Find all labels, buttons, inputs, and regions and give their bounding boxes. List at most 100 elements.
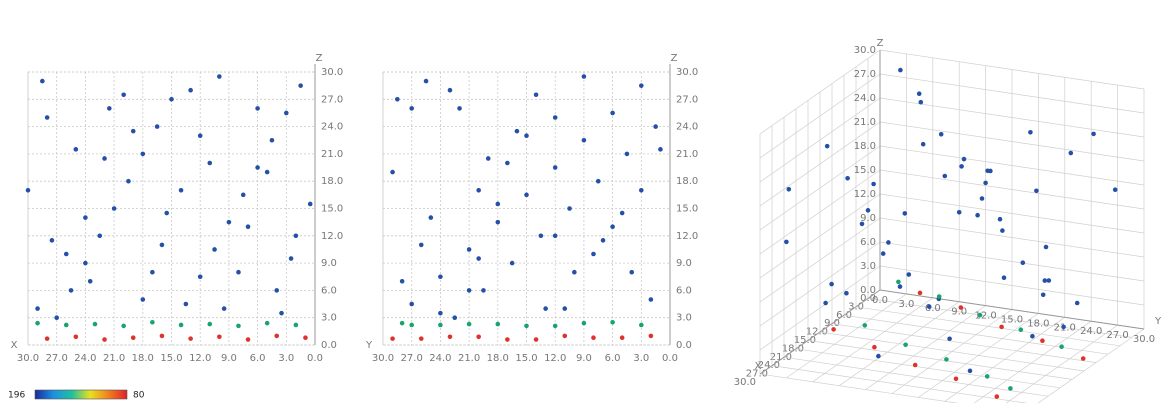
point-3d [912, 362, 918, 368]
point [481, 288, 486, 293]
point-3d [918, 99, 924, 105]
point [591, 335, 596, 341]
grid-line [879, 193, 1145, 234]
x-tick-label: 21.0 [458, 353, 480, 364]
point [207, 321, 213, 327]
z-tick-label: 24.0 [321, 122, 343, 133]
point-3d [916, 91, 922, 96]
x-tick-label: 18.0 [782, 343, 804, 354]
x-tick-label: 30.0 [734, 377, 756, 388]
point-3d [926, 304, 932, 309]
point-3d [1046, 278, 1052, 283]
point [595, 178, 601, 184]
axis-label: Z [877, 38, 884, 49]
point-3d [1040, 292, 1046, 298]
point-3d [1028, 130, 1033, 135]
point-3d [1018, 327, 1024, 333]
z-tick-label: 15.0 [676, 204, 698, 215]
point [288, 256, 294, 261]
z-tick-label: 3.0 [860, 261, 876, 272]
x-tick-label: 0.0 [307, 353, 323, 364]
point [87, 279, 93, 284]
point-3d [938, 132, 944, 137]
point-3d [824, 143, 830, 149]
point [485, 156, 491, 161]
point [73, 334, 79, 340]
point-3d [1020, 260, 1026, 266]
grid-line [918, 313, 1039, 398]
y-tick-label: 9.0 [951, 307, 967, 318]
y-tick-label: 0.0 [872, 295, 888, 306]
point [83, 215, 88, 220]
point [279, 310, 284, 316]
axis-label: X [11, 340, 18, 351]
point [159, 333, 165, 339]
point [264, 320, 270, 326]
z-tick-label: 24.0 [854, 93, 876, 104]
z-tick-label: 0.0 [676, 340, 692, 351]
point-3d [967, 368, 973, 374]
x-tick-label: 0.0 [662, 353, 678, 364]
colorbar-label: 80 [133, 391, 145, 401]
point-3d [862, 323, 868, 328]
point [514, 128, 520, 134]
z-tick-label: 27.0 [854, 69, 876, 80]
grid-line [879, 121, 1145, 162]
point [150, 319, 155, 325]
point [399, 279, 405, 284]
point [648, 297, 654, 302]
point [188, 87, 193, 93]
point-3d [1074, 300, 1080, 306]
point [293, 233, 299, 239]
point [255, 165, 260, 170]
point [423, 78, 429, 84]
point [54, 315, 59, 321]
point-3d [1068, 150, 1074, 156]
colorbar-label: 196 [8, 391, 25, 401]
point-3d [984, 374, 990, 379]
z-tick-label: 12.0 [676, 231, 698, 242]
point [183, 301, 189, 307]
point [581, 320, 587, 326]
z-tick-label: 0.0 [321, 340, 337, 351]
point [217, 334, 222, 340]
point-3d [1091, 131, 1096, 137]
point [399, 320, 405, 326]
point [629, 269, 635, 275]
grid-line [879, 145, 1145, 186]
point [274, 288, 280, 293]
point-3d [936, 294, 942, 299]
x-tick-label: 21.0 [770, 352, 792, 363]
point [44, 336, 50, 341]
point [25, 188, 31, 193]
axis-label: Y [365, 340, 373, 351]
point-3d [886, 240, 891, 245]
point-3d [784, 239, 789, 245]
y-tick-label: 6.0 [925, 303, 941, 314]
z-tick-label: 21.0 [854, 117, 876, 128]
point-3d [944, 357, 949, 362]
grid-line [759, 49, 881, 135]
point [121, 323, 126, 329]
point [269, 137, 275, 143]
point [505, 337, 510, 342]
point [452, 315, 458, 321]
grid-line [759, 97, 881, 183]
x-tick-label: 27.0 [401, 353, 423, 364]
point-3d [898, 67, 903, 73]
point [619, 335, 625, 341]
point [524, 133, 529, 138]
point [390, 169, 395, 175]
x-tick-label: 24.0 [429, 353, 451, 364]
point-3d [829, 281, 834, 287]
point [610, 224, 615, 229]
grid-line [812, 297, 934, 383]
z-tick-label: 15.0 [321, 204, 343, 215]
z-tick-label: 3.0 [676, 313, 692, 324]
x-tick-label: 9.0 [576, 353, 592, 364]
point [562, 333, 568, 339]
y-tick-label: 3.0 [898, 299, 914, 310]
point-3d [947, 336, 952, 342]
point [495, 321, 501, 327]
z-tick-label: 9.0 [860, 213, 876, 224]
